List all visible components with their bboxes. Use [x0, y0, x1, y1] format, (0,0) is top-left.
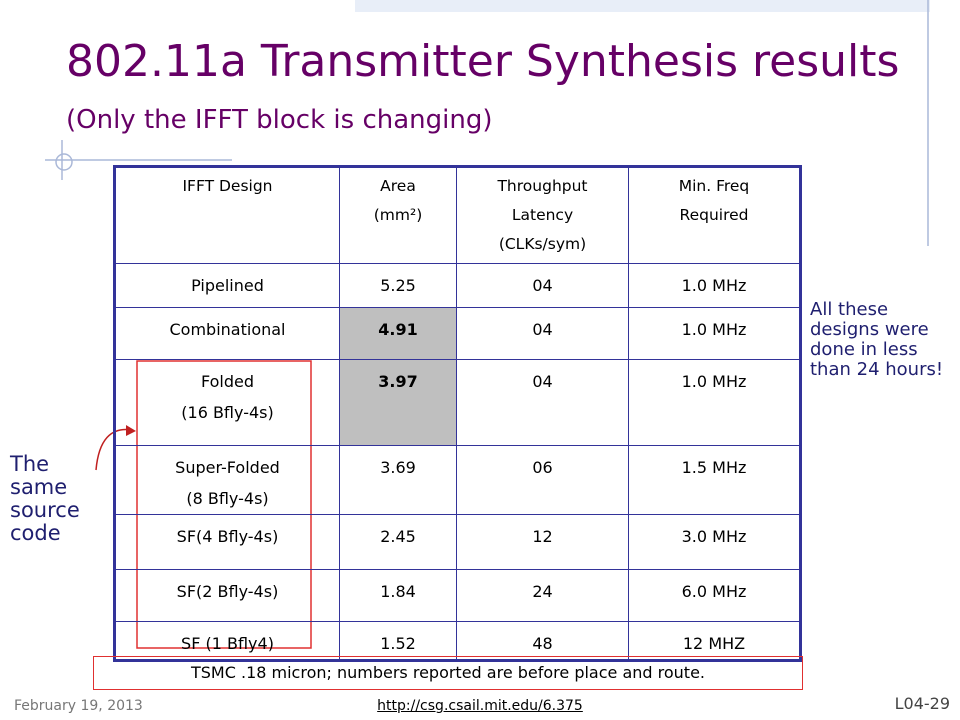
table-cell: 1.0 MHz	[628, 263, 801, 308]
title: 802.11a Transmitter Synthesis results (O…	[66, 36, 926, 146]
table-cell: Min. Freq Required	[628, 166, 801, 264]
top-band	[355, 0, 930, 12]
cell-line: Folded	[200, 372, 255, 391]
cell-line: 3.0 MHz	[681, 527, 747, 546]
cell-line: 1.0 MHz	[681, 372, 747, 391]
table-cell: 4.91	[339, 307, 457, 360]
cell-line: (mm²)	[373, 206, 423, 224]
cell-line: Combinational	[169, 320, 286, 339]
table-cell: SF(2 Bfly-4s)	[114, 569, 340, 622]
cell-line: 04	[532, 372, 553, 391]
subtitle: (Only the IFFT block is changing)	[66, 105, 493, 135]
cell-line: (CLKs/sym)	[498, 235, 587, 253]
table-cell: 12	[456, 514, 629, 570]
table-row: Folded (16 Bfly-4s) 3.97 04 1.0 MHz	[114, 359, 801, 446]
cell-line: 48	[532, 634, 553, 653]
cell-line: 24	[532, 582, 553, 601]
cell-line: 3.69	[380, 458, 416, 477]
cell-line: 06	[532, 458, 553, 477]
cell-line: 5.25	[380, 276, 416, 295]
cell-line: 2.45	[380, 527, 416, 546]
table-cell: 04	[456, 263, 629, 308]
cell-line: Throughput	[497, 177, 588, 195]
footer-url[interactable]: http://csg.csail.mit.edu/6.375	[377, 698, 583, 714]
cell-line: SF (1 Bfly4)	[181, 634, 274, 653]
table-cell: 1.0 MHz	[628, 307, 801, 360]
slide-number: L04-29	[894, 694, 950, 713]
table-cell: 12 MHZ	[628, 621, 801, 661]
table-cell: 1.0 MHz	[628, 359, 801, 446]
table-cell: Folded (16 Bfly-4s)	[114, 359, 340, 446]
cell-line: (16 Bfly-4s)	[181, 403, 274, 422]
table-row: SF(4 Bfly-4s) 2.45 12 3.0 MHz	[114, 514, 801, 570]
cell-line: 1.0 MHz	[681, 320, 747, 339]
cell-line: SF(4 Bfly-4s)	[176, 527, 279, 546]
cell-line: 1.52	[380, 634, 416, 653]
cell-line: 12 MHZ	[682, 634, 746, 653]
cell-line: Super-Folded	[175, 458, 280, 477]
cell-line: SF(2 Bfly-4s)	[176, 582, 279, 601]
table-cell: 1.84	[339, 569, 457, 622]
cell-line: (8 Bfly-4s)	[186, 489, 269, 508]
table-cell: 3.97	[339, 359, 457, 446]
cell-line: 04	[532, 276, 553, 295]
table-cell: 3.0 MHz	[628, 514, 801, 570]
cell-line: 6.0 MHz	[681, 582, 747, 601]
table-cell: 1.5 MHz	[628, 445, 801, 515]
table-row: Super-Folded (8 Bfly-4s) 3.69 06 1.5 MHz	[114, 445, 801, 515]
table-cell: Combinational	[114, 307, 340, 360]
table-row: SF(2 Bfly-4s) 1.84 24 6.0 MHz	[114, 569, 801, 622]
table-cell: 5.25	[339, 263, 457, 308]
table-cell: Super-Folded (8 Bfly-4s)	[114, 445, 340, 515]
cell-line: 1.0 MHz	[681, 276, 747, 295]
title-text: 802.11a Transmitter Synthesis results	[66, 36, 900, 87]
table-cell: SF (1 Bfly4)	[114, 621, 340, 661]
table-cell: 2.45	[339, 514, 457, 570]
circle-ornament	[55, 153, 73, 171]
cell-line: 1.84	[380, 582, 416, 601]
cell-line: 12	[532, 527, 553, 546]
footnote: TSMC .18 micron; numbers reported are be…	[93, 656, 803, 690]
table-row: IFFT Design Area (mm²) Throughput Latency (CL…	[114, 166, 801, 264]
side-note: All these designs were done in less than…	[810, 299, 944, 380]
table-cell: 06	[456, 445, 629, 515]
table-cell: 24	[456, 569, 629, 622]
footer-date: February 19, 2013	[14, 698, 143, 714]
cell-line: 04	[532, 320, 553, 339]
cell-line: Latency	[511, 206, 574, 224]
left-note: The same source code	[10, 452, 80, 545]
table-cell: 04	[456, 307, 629, 360]
table-cell: 1.52	[339, 621, 457, 661]
table-cell: Area (mm²)	[339, 166, 457, 264]
results-table: IFFT Design Area (mm²) Throughput Latency (CL…	[113, 165, 802, 662]
cell-line: Pipelined	[191, 276, 264, 295]
table-cell: 04	[456, 359, 629, 446]
table-cell: 6.0 MHz	[628, 569, 801, 622]
table-cell: 3.69	[339, 445, 457, 515]
table-cell: 48	[456, 621, 629, 661]
table-cell: Throughput Latency (CLKs/sym)	[456, 166, 629, 264]
table-cell: SF(4 Bfly-4s)	[114, 514, 340, 570]
cell-line: Min. Freq	[678, 177, 750, 195]
cell-line: Required	[679, 206, 749, 224]
cell-line: 4.91	[378, 320, 418, 339]
cell-line: 3.97	[378, 372, 418, 391]
table-cell: IFFT Design	[114, 166, 340, 264]
cell-line: IFFT Design	[182, 177, 273, 195]
table-row: SF (1 Bfly4) 1.52 48 12 MHZ	[114, 621, 801, 661]
cell-line: Area	[380, 177, 416, 195]
table-row: Pipelined 5.25 04 1.0 MHz	[114, 263, 801, 308]
cell-line: 1.5 MHz	[681, 458, 747, 477]
table-cell: Pipelined	[114, 263, 340, 308]
table-row: Combinational 4.91 04 1.0 MHz	[114, 307, 801, 360]
